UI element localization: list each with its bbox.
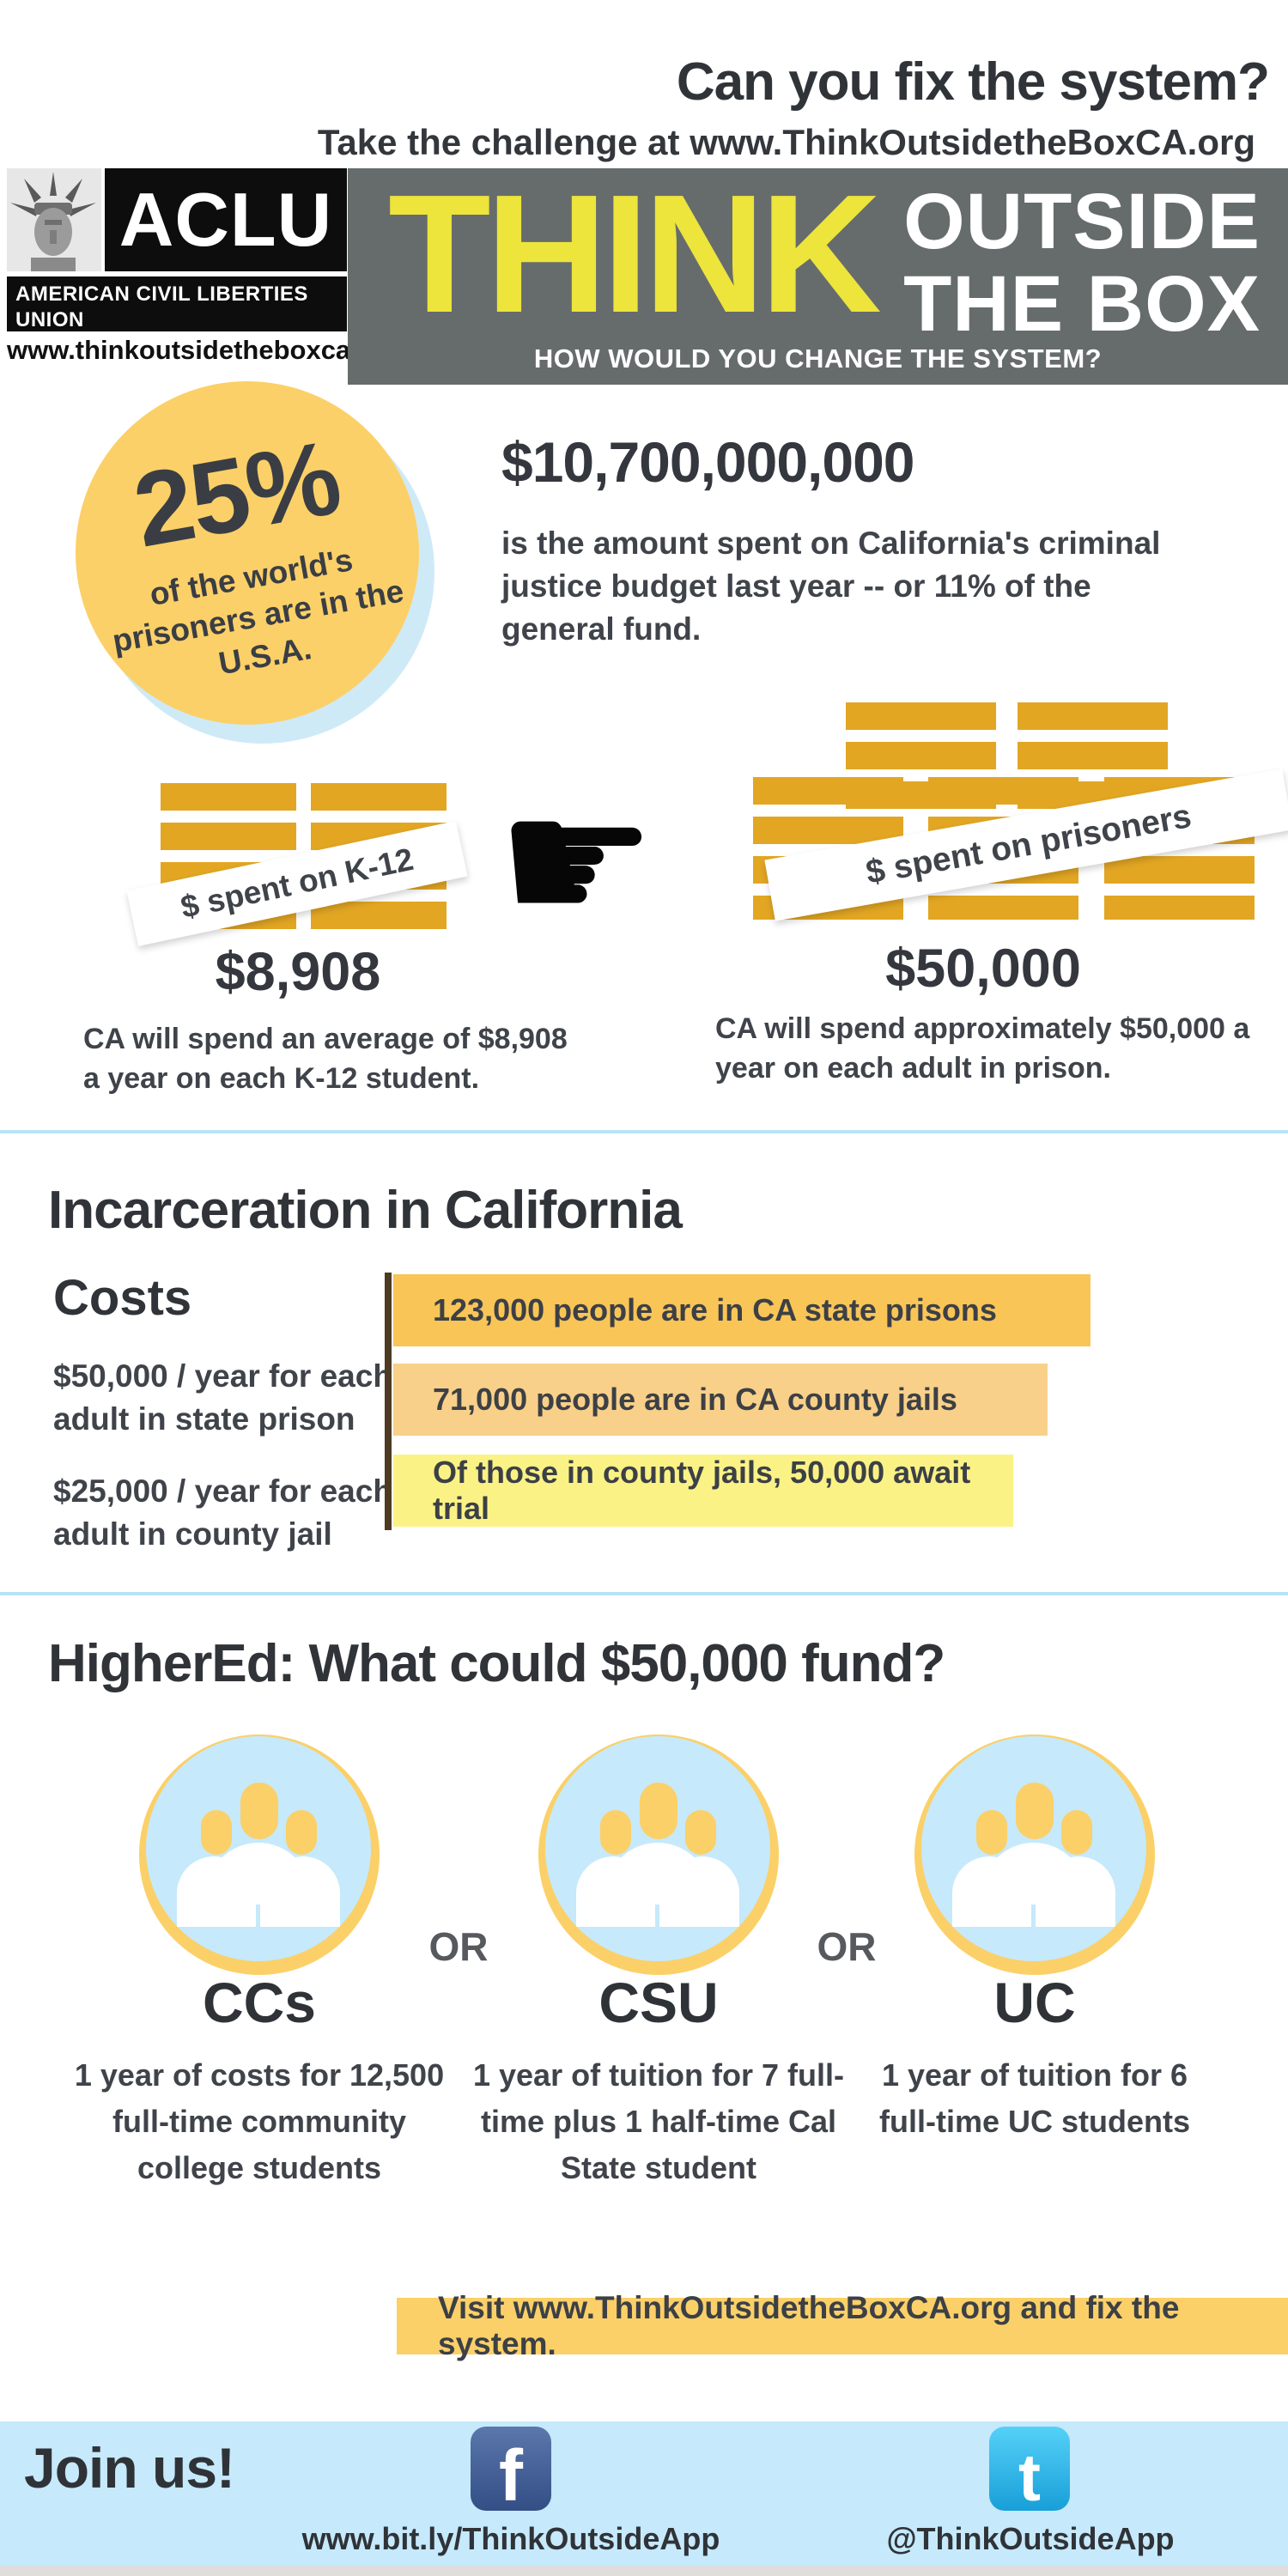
bottom-strip	[0, 2566, 1288, 2576]
or-separator: OR	[428, 1924, 489, 1969]
edu-caption-ccs: 1 year of costs for 12,500 full-time com…	[74, 2057, 445, 2185]
edu-option-uc: UC	[993, 1971, 1076, 2034]
highered-title: HigherEd: What could $50,000 fund?	[48, 1634, 945, 1693]
prison-caption: CA will spend approximately $50,000 a ye…	[715, 1012, 1250, 1084]
join-us-label: Join us!	[24, 2436, 235, 2500]
budget-caption: is the amount spent on California's crim…	[501, 526, 1161, 647]
footer-band	[0, 2421, 1288, 2566]
banner-tagline: HOW WOULD YOU CHANGE THE SYSTEM?	[533, 343, 1103, 374]
aclu-logo: ACLU	[105, 168, 347, 271]
bar-county-jails: 71,000 people are in CA county jails	[393, 1364, 1048, 1436]
brand-website-link[interactable]: www.thinkoutsidetheboxca.org	[7, 335, 401, 365]
aclu-org-line1: AMERICAN CIVIL LIBERTIES UNION	[15, 283, 308, 331]
cta-text: Visit www.ThinkOutsidetheBoxCA.org and f…	[438, 2290, 1180, 2361]
banner-word-think: THINK	[388, 160, 882, 348]
bar-county-jails-label: 71,000 people are in CA county jails	[433, 1382, 957, 1417]
bar-await-trial-label: Of those in county jails, 50,000 await t…	[433, 1455, 971, 1526]
bar-state-prisons: 123,000 people are in CA state prisons	[393, 1274, 1091, 1346]
students-group-icon	[538, 1735, 779, 1975]
cost-item-state-prison: $50,000 / year for each adult in state p…	[53, 1358, 392, 1437]
incarceration-title: Incarceration in California	[48, 1181, 683, 1240]
challenge-url-line[interactable]: Take the challenge at www.ThinkOutsideth…	[317, 122, 1255, 162]
budget-amount: $10,700,000,000	[501, 430, 914, 494]
students-group-icon	[914, 1735, 1155, 1975]
usa-prisoners-stat-circle: 25% of the world's prisoners are in the …	[76, 381, 419, 725]
pointing-hand-icon: ☛	[496, 762, 657, 962]
campaign-banner	[348, 168, 1288, 385]
section-divider-bottom	[0, 1592, 1288, 1595]
k12-amount: $8,908	[215, 942, 381, 1002]
twitter-icon-letter: t	[1018, 2439, 1041, 2515]
bar-chart-axis	[385, 1273, 392, 1530]
costs-heading: Costs	[53, 1270, 192, 1326]
page-title: Can you fix the system?	[676, 52, 1270, 112]
twitter-handle-link[interactable]: @ThinkOutsideApp	[886, 2521, 1175, 2556]
statue-of-liberty-icon	[7, 168, 101, 271]
students-group-icon	[139, 1735, 380, 1975]
edu-option-ccs: CCs	[202, 1971, 317, 2034]
banner-word-outside: OUTSIDE	[903, 178, 1261, 265]
bar-await-trial: Of those in county jails, 50,000 await t…	[393, 1455, 1013, 1527]
facebook-icon[interactable]: f	[471, 2427, 551, 2517]
bar-state-prisons-label: 123,000 people are in CA state prisons	[433, 1292, 997, 1327]
or-separator: OR	[817, 1924, 877, 1969]
section-divider-top	[0, 1130, 1288, 1133]
twitter-icon[interactable]: t	[989, 2427, 1070, 2511]
cost-item-county-jail: $25,000 / year for each adult in county …	[53, 1473, 392, 1552]
aclu-org-line2: of CALIFORNIA	[15, 334, 173, 357]
edu-caption-csu: 1 year of tuition for 7 full-time plus 1…	[472, 2057, 845, 2185]
prison-amount: $50,000	[885, 939, 1081, 999]
k12-caption: CA will spend an average of $8,908 a yea…	[83, 1023, 568, 1095]
cta-banner[interactable]: Visit www.ThinkOutsidetheBoxCA.org and f…	[397, 2290, 1288, 2361]
edu-caption-uc: 1 year of tuition for 6 full-time UC stu…	[878, 2057, 1190, 2139]
banner-word-the-box: THE BOX	[903, 260, 1261, 348]
aclu-acronym: ACLU	[118, 177, 333, 262]
facebook-link[interactable]: www.bit.ly/ThinkOutsideApp	[301, 2521, 720, 2556]
edu-option-csu: CSU	[598, 1971, 719, 2034]
aclu-org-name: AMERICAN CIVIL LIBERTIES UNION of CALIFO…	[7, 276, 347, 357]
facebook-icon-letter: f	[499, 2435, 523, 2517]
